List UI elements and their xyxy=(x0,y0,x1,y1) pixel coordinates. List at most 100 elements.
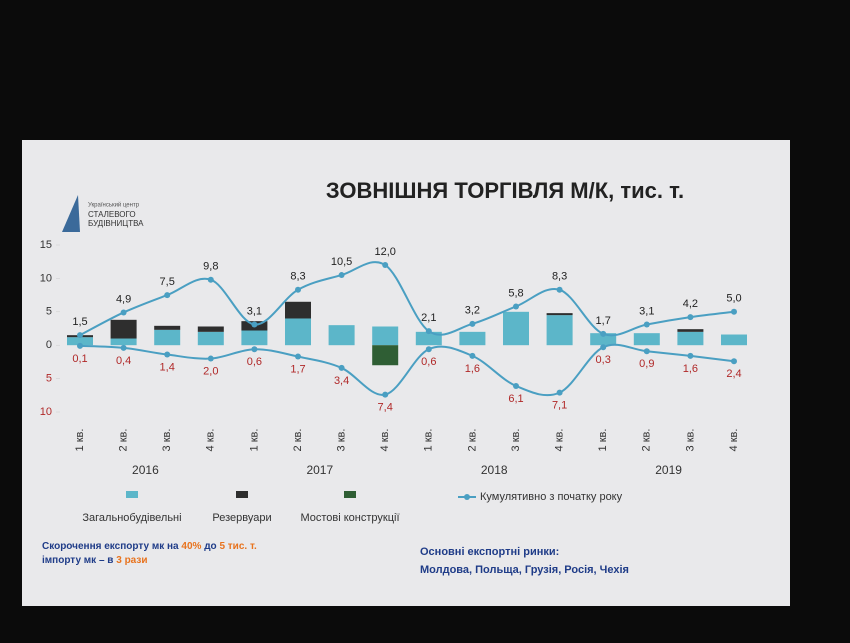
x-tick-label: 2 кв. xyxy=(118,429,130,452)
bar-segment xyxy=(415,331,442,346)
note-part: до xyxy=(201,541,219,552)
x-tick-label: 4 кв. xyxy=(728,429,740,452)
data-label: 0,3 xyxy=(596,354,611,366)
bar-segment xyxy=(546,315,573,346)
x-tick-label: 2 кв. xyxy=(466,429,478,452)
bar-segment xyxy=(197,331,224,346)
data-label: 8,3 xyxy=(552,271,567,283)
line-point xyxy=(120,309,127,316)
line-point xyxy=(556,389,563,396)
line-point xyxy=(207,355,214,362)
x-tick-label: 1 кв. xyxy=(74,429,86,452)
legend-label: Загальнобудівельні xyxy=(82,512,181,524)
data-label: 2,0 xyxy=(203,365,218,377)
line-point xyxy=(643,321,650,328)
data-label: 5,0 xyxy=(726,293,741,305)
line-point xyxy=(251,321,258,328)
year-label: 2018 xyxy=(481,463,508,477)
bar-segment xyxy=(154,329,181,346)
data-label: 1,6 xyxy=(465,363,480,375)
note-highlight: 40% xyxy=(181,541,201,552)
data-label: 0,9 xyxy=(639,358,654,370)
data-label: 3,4 xyxy=(334,375,349,387)
x-tick-label: 4 кв. xyxy=(554,429,566,452)
legend-label: Резервуари xyxy=(212,512,271,524)
bar-segment xyxy=(328,325,355,346)
line-point xyxy=(120,344,127,351)
line-point xyxy=(513,303,519,310)
x-tick-label: 3 кв. xyxy=(684,429,696,452)
line-point xyxy=(77,342,83,349)
line-point xyxy=(382,391,389,398)
data-label: 1,7 xyxy=(596,315,611,327)
line-point xyxy=(731,308,737,315)
markets-list: Молдова, Польща, Грузія, Росія, Чехія xyxy=(420,564,629,576)
x-tick-label: 2 кв. xyxy=(292,429,304,452)
bar-segment xyxy=(110,338,137,346)
bar-segment xyxy=(372,326,399,346)
line-point xyxy=(600,330,607,337)
x-tick-label: 3 кв. xyxy=(161,429,173,452)
x-tick-label: 2 кв. xyxy=(641,429,653,452)
data-label: 0,6 xyxy=(421,356,436,368)
line-point xyxy=(469,352,476,359)
bar-segment xyxy=(285,301,311,319)
x-tick-label: 3 кв. xyxy=(336,429,348,452)
x-tick-label: 1 кв. xyxy=(423,429,435,452)
data-label: 0,6 xyxy=(247,356,262,368)
data-label: 7,1 xyxy=(552,400,567,412)
data-label: 9,8 xyxy=(203,261,218,273)
line-point xyxy=(164,351,171,358)
data-label: 12,0 xyxy=(374,246,395,258)
data-label: 7,5 xyxy=(160,276,175,288)
bar-segment xyxy=(285,318,311,346)
data-label: 3,1 xyxy=(247,305,262,317)
line-point xyxy=(77,332,83,339)
note-part: Скорочення експорту мк на xyxy=(42,541,181,552)
data-label: 0,4 xyxy=(116,355,131,367)
bar-segment xyxy=(459,331,486,346)
markets-title: Основні експортні ринки: xyxy=(420,546,559,558)
x-tick-label: 4 кв. xyxy=(379,429,391,452)
note: імпорту мк – в 3 рази xyxy=(42,555,147,566)
line-point xyxy=(382,262,389,269)
data-label: 1,6 xyxy=(683,363,698,375)
data-label: 4,2 xyxy=(683,298,698,310)
data-label: 7,4 xyxy=(378,402,393,414)
bar-segment xyxy=(633,333,660,346)
legend-swatch xyxy=(344,491,356,498)
year-label: 2016 xyxy=(132,463,159,477)
x-tick-label: 3 кв. xyxy=(510,429,522,452)
year-label: 2019 xyxy=(655,463,682,477)
line-point xyxy=(164,292,171,299)
line-point xyxy=(513,382,519,389)
data-label: 1,4 xyxy=(160,361,175,373)
line-point xyxy=(425,346,432,353)
y-tick-label: 5 xyxy=(46,373,52,385)
data-label: 4,9 xyxy=(116,293,131,305)
bar-segment xyxy=(67,337,93,346)
data-label: 1,5 xyxy=(72,316,87,328)
bar-segment xyxy=(154,325,181,330)
data-label: 6,1 xyxy=(508,393,523,405)
data-label: 8,3 xyxy=(290,271,305,283)
data-label: 2,4 xyxy=(726,368,741,380)
data-label: 3,1 xyxy=(639,305,654,317)
legend-label: Кумулятивно з початку року xyxy=(480,491,623,503)
line-point xyxy=(425,328,432,335)
y-tick-label: 15 xyxy=(40,239,52,251)
x-tick-label: 1 кв. xyxy=(248,429,260,452)
line-point xyxy=(687,352,694,359)
x-tick-label: 1 кв. xyxy=(597,429,609,452)
data-label: 10,5 xyxy=(331,256,352,268)
bar-segment xyxy=(503,311,529,346)
note-part: імпорту мк – в xyxy=(42,555,116,566)
data-label: 1,7 xyxy=(290,363,305,375)
cumulative-line xyxy=(79,343,735,397)
cumulative-line xyxy=(79,261,735,337)
legend-label: Мостові конструкції xyxy=(300,512,399,524)
line-point xyxy=(731,358,737,365)
logo-mark xyxy=(62,195,80,232)
